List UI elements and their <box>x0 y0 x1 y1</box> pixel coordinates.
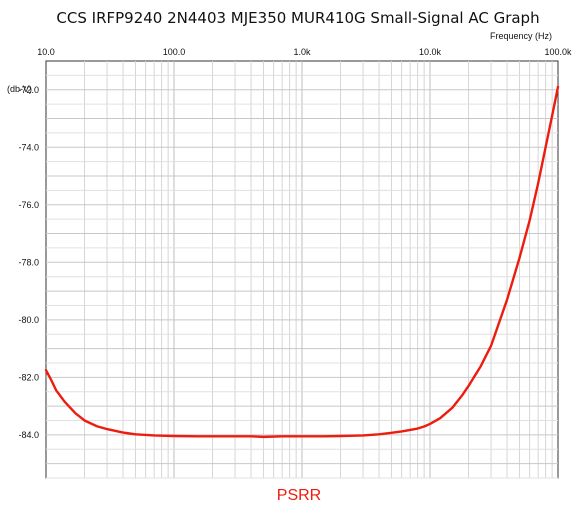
y-tick-label: -78.0 <box>18 257 39 267</box>
y-axis-label: (db-V) <box>7 84 32 94</box>
x-tick-label: 1.0k <box>293 47 311 57</box>
series-lines <box>44 85 560 439</box>
y-tick-label: -74.0 <box>18 142 39 152</box>
y-tick-label: -72.0 <box>18 85 39 95</box>
series-line-psrr <box>44 85 560 439</box>
x-tick-label: 100.0k <box>544 47 572 57</box>
grid-lines <box>46 61 558 479</box>
y-tick-label: -76.0 <box>18 200 39 210</box>
x-tick-label: 10.0k <box>419 47 442 57</box>
x-axis-label: Frequency (Hz) <box>490 31 552 41</box>
x-tick-label: 10.0 <box>37 47 55 57</box>
y-tick-label: -80.0 <box>18 315 39 325</box>
chart-title: CCS IRFP9240 2N4403 MJE350 MUR410G Small… <box>56 9 539 27</box>
y-tick-label: -84.0 <box>18 430 39 440</box>
tick-labels: 10.0 100.0 1.0k 10.0k 100.0k -72.0 -74.0 -76.0 -… <box>18 47 572 440</box>
legend-psrr: PSRR <box>277 487 321 504</box>
y-tick-label: -82.0 <box>18 372 39 382</box>
x-tick-label: 100.0 <box>163 47 186 57</box>
